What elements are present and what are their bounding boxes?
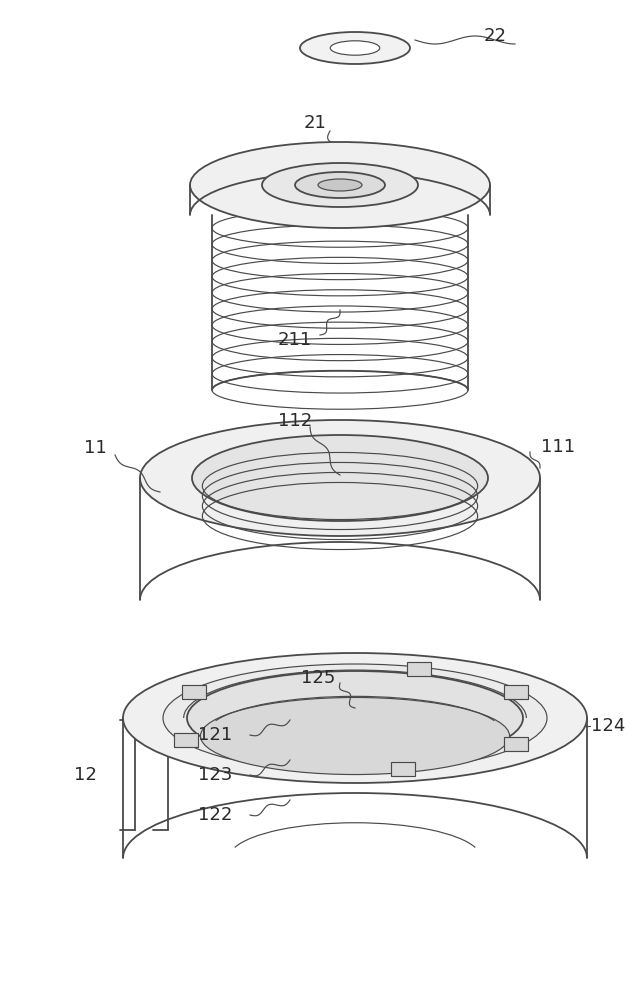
FancyBboxPatch shape xyxy=(182,685,205,699)
Text: 12: 12 xyxy=(74,766,96,784)
Ellipse shape xyxy=(187,671,523,765)
Ellipse shape xyxy=(123,653,587,783)
Ellipse shape xyxy=(140,420,540,536)
Text: 22: 22 xyxy=(483,27,507,45)
FancyBboxPatch shape xyxy=(504,685,528,699)
Text: 123: 123 xyxy=(198,766,232,784)
Text: 121: 121 xyxy=(198,726,232,744)
FancyBboxPatch shape xyxy=(504,737,528,751)
Text: 211: 211 xyxy=(278,331,312,349)
Ellipse shape xyxy=(200,697,510,775)
Ellipse shape xyxy=(295,172,385,198)
Ellipse shape xyxy=(262,163,418,207)
Ellipse shape xyxy=(300,32,410,64)
FancyBboxPatch shape xyxy=(391,762,415,776)
Ellipse shape xyxy=(318,179,362,191)
Ellipse shape xyxy=(330,41,380,55)
Text: 124: 124 xyxy=(591,717,625,735)
Ellipse shape xyxy=(192,435,488,521)
Text: 111: 111 xyxy=(541,438,575,456)
Text: 122: 122 xyxy=(198,806,232,824)
Text: 21: 21 xyxy=(304,114,326,132)
FancyBboxPatch shape xyxy=(406,662,431,676)
Ellipse shape xyxy=(190,142,490,228)
Ellipse shape xyxy=(163,664,547,772)
Text: 11: 11 xyxy=(83,439,107,457)
Text: 125: 125 xyxy=(301,669,335,687)
Text: 112: 112 xyxy=(278,412,312,430)
FancyBboxPatch shape xyxy=(174,733,198,747)
